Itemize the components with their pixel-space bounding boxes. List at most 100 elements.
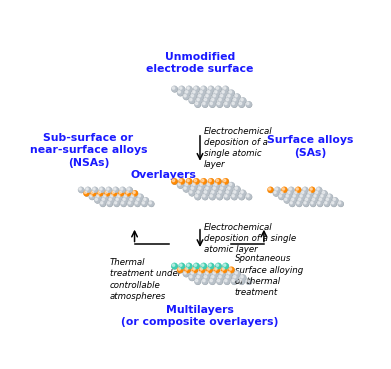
Circle shape: [215, 86, 222, 93]
Circle shape: [313, 194, 319, 200]
Circle shape: [319, 198, 321, 200]
Circle shape: [240, 190, 247, 197]
Circle shape: [190, 93, 197, 100]
Circle shape: [303, 201, 309, 207]
Circle shape: [294, 191, 297, 194]
Circle shape: [321, 195, 323, 197]
Circle shape: [225, 275, 231, 281]
Circle shape: [125, 190, 131, 196]
Circle shape: [216, 264, 219, 266]
Circle shape: [119, 191, 121, 194]
Circle shape: [187, 264, 189, 266]
Circle shape: [200, 183, 203, 186]
Circle shape: [208, 263, 215, 270]
Circle shape: [172, 86, 178, 93]
Circle shape: [226, 98, 232, 104]
Circle shape: [108, 197, 115, 204]
Circle shape: [333, 198, 335, 200]
Circle shape: [228, 267, 235, 273]
Circle shape: [193, 91, 195, 93]
Circle shape: [289, 201, 295, 207]
Circle shape: [122, 197, 128, 203]
Circle shape: [132, 190, 138, 196]
Circle shape: [113, 187, 119, 193]
Circle shape: [313, 194, 319, 200]
Circle shape: [218, 275, 224, 281]
Circle shape: [199, 182, 206, 189]
Circle shape: [84, 190, 90, 197]
Circle shape: [214, 182, 221, 189]
Circle shape: [299, 194, 305, 200]
Circle shape: [213, 182, 220, 189]
Circle shape: [318, 201, 320, 204]
Circle shape: [142, 201, 148, 207]
Circle shape: [95, 198, 97, 200]
Circle shape: [79, 188, 81, 190]
Circle shape: [199, 94, 201, 97]
Circle shape: [120, 188, 123, 190]
Circle shape: [332, 197, 338, 203]
Circle shape: [278, 194, 285, 200]
Circle shape: [233, 275, 236, 278]
Circle shape: [215, 263, 222, 269]
Circle shape: [124, 194, 129, 200]
Circle shape: [98, 190, 104, 197]
Circle shape: [211, 98, 217, 104]
Circle shape: [183, 94, 190, 100]
Circle shape: [111, 190, 117, 196]
Circle shape: [179, 86, 185, 93]
Circle shape: [282, 188, 285, 190]
Circle shape: [314, 195, 316, 197]
Circle shape: [203, 97, 210, 104]
Circle shape: [306, 194, 312, 200]
Circle shape: [285, 194, 291, 200]
Circle shape: [108, 201, 110, 204]
Circle shape: [218, 190, 224, 197]
Circle shape: [204, 275, 207, 278]
Circle shape: [227, 270, 233, 277]
Circle shape: [193, 86, 199, 92]
Circle shape: [198, 186, 204, 193]
Circle shape: [246, 101, 252, 108]
Circle shape: [224, 279, 230, 285]
Circle shape: [192, 90, 198, 96]
Circle shape: [123, 198, 125, 200]
Circle shape: [295, 187, 301, 193]
Circle shape: [200, 91, 203, 93]
Circle shape: [201, 86, 207, 93]
Circle shape: [190, 99, 192, 101]
Circle shape: [149, 201, 154, 207]
Circle shape: [217, 194, 223, 200]
Circle shape: [199, 267, 205, 273]
Circle shape: [203, 98, 210, 104]
Circle shape: [304, 201, 306, 204]
Circle shape: [78, 187, 84, 193]
Circle shape: [228, 267, 235, 273]
Circle shape: [301, 191, 304, 194]
Circle shape: [202, 278, 208, 284]
Circle shape: [239, 101, 245, 108]
Circle shape: [190, 186, 197, 192]
Circle shape: [111, 190, 118, 197]
Circle shape: [197, 191, 199, 193]
Circle shape: [246, 279, 252, 285]
Circle shape: [217, 194, 220, 197]
Circle shape: [318, 197, 325, 203]
Circle shape: [224, 87, 226, 89]
Circle shape: [234, 93, 240, 100]
Circle shape: [232, 190, 239, 196]
Circle shape: [186, 86, 193, 93]
Circle shape: [233, 191, 236, 193]
Circle shape: [233, 275, 239, 281]
Circle shape: [127, 201, 133, 207]
Circle shape: [192, 182, 198, 189]
Circle shape: [192, 267, 198, 273]
Circle shape: [194, 193, 201, 200]
Circle shape: [246, 101, 252, 108]
Circle shape: [202, 101, 208, 108]
Circle shape: [137, 194, 143, 200]
Circle shape: [201, 263, 207, 270]
Circle shape: [197, 99, 199, 101]
Circle shape: [321, 190, 327, 196]
Circle shape: [100, 201, 106, 207]
